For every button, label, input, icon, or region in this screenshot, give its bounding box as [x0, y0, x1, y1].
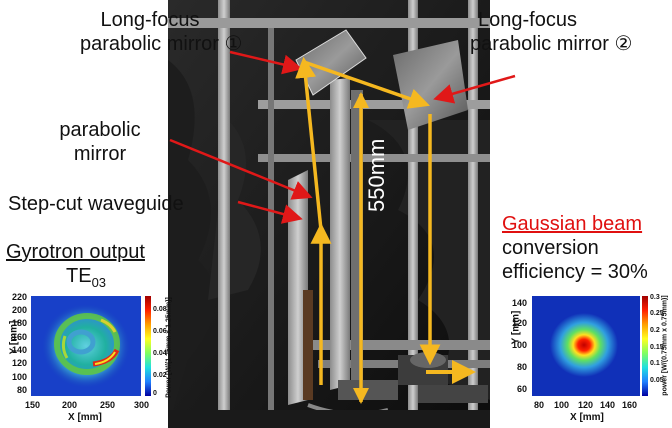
gaussian-heatmap	[532, 296, 640, 396]
mode-label: TE03	[66, 265, 107, 290]
plot-left-xlabel: X [mm]	[68, 412, 102, 423]
arrow-parabolic	[169, 138, 313, 200]
stepcut-label: Step-cut waveguide	[8, 193, 184, 215]
mirror1-label: Long-focus parabolic mirror ①	[80, 9, 243, 55]
plot-right-colorbar	[642, 296, 648, 396]
parabolic-mirror-label: parabolic mirror	[59, 119, 141, 165]
distance-label: 550mm	[364, 138, 389, 212]
gaussian-label-block: Gaussian beam conversion efficiency = 30…	[502, 213, 648, 283]
arrow-mirror2	[433, 74, 516, 104]
gyrotron-output-plot: Y [mm] 220 200 180 160 140 120 100 80 0.…	[0, 292, 173, 426]
arrow-stepcut	[237, 200, 303, 224]
gyrotron-label: Gyrotron output	[6, 241, 145, 263]
arrow-mirror1	[229, 50, 303, 75]
plot-right-cblabel: power [W/(0.75mm x 0.75mm)]	[661, 295, 669, 396]
gaussian-beam-plot: Y [mm] 140 120 100 80 60 0.3 0.25 0.2 0.…	[498, 290, 672, 426]
mirror2-label: Long-focus parabolic mirror ②	[470, 9, 633, 55]
gyrotron-heatmap	[31, 296, 141, 396]
plot-left-colorbar	[145, 296, 151, 396]
plot-left-cblabel: Power [W/(1.25mm x 1.25mm)]	[165, 297, 173, 398]
plot-right-xlabel: X [mm]	[570, 412, 604, 423]
